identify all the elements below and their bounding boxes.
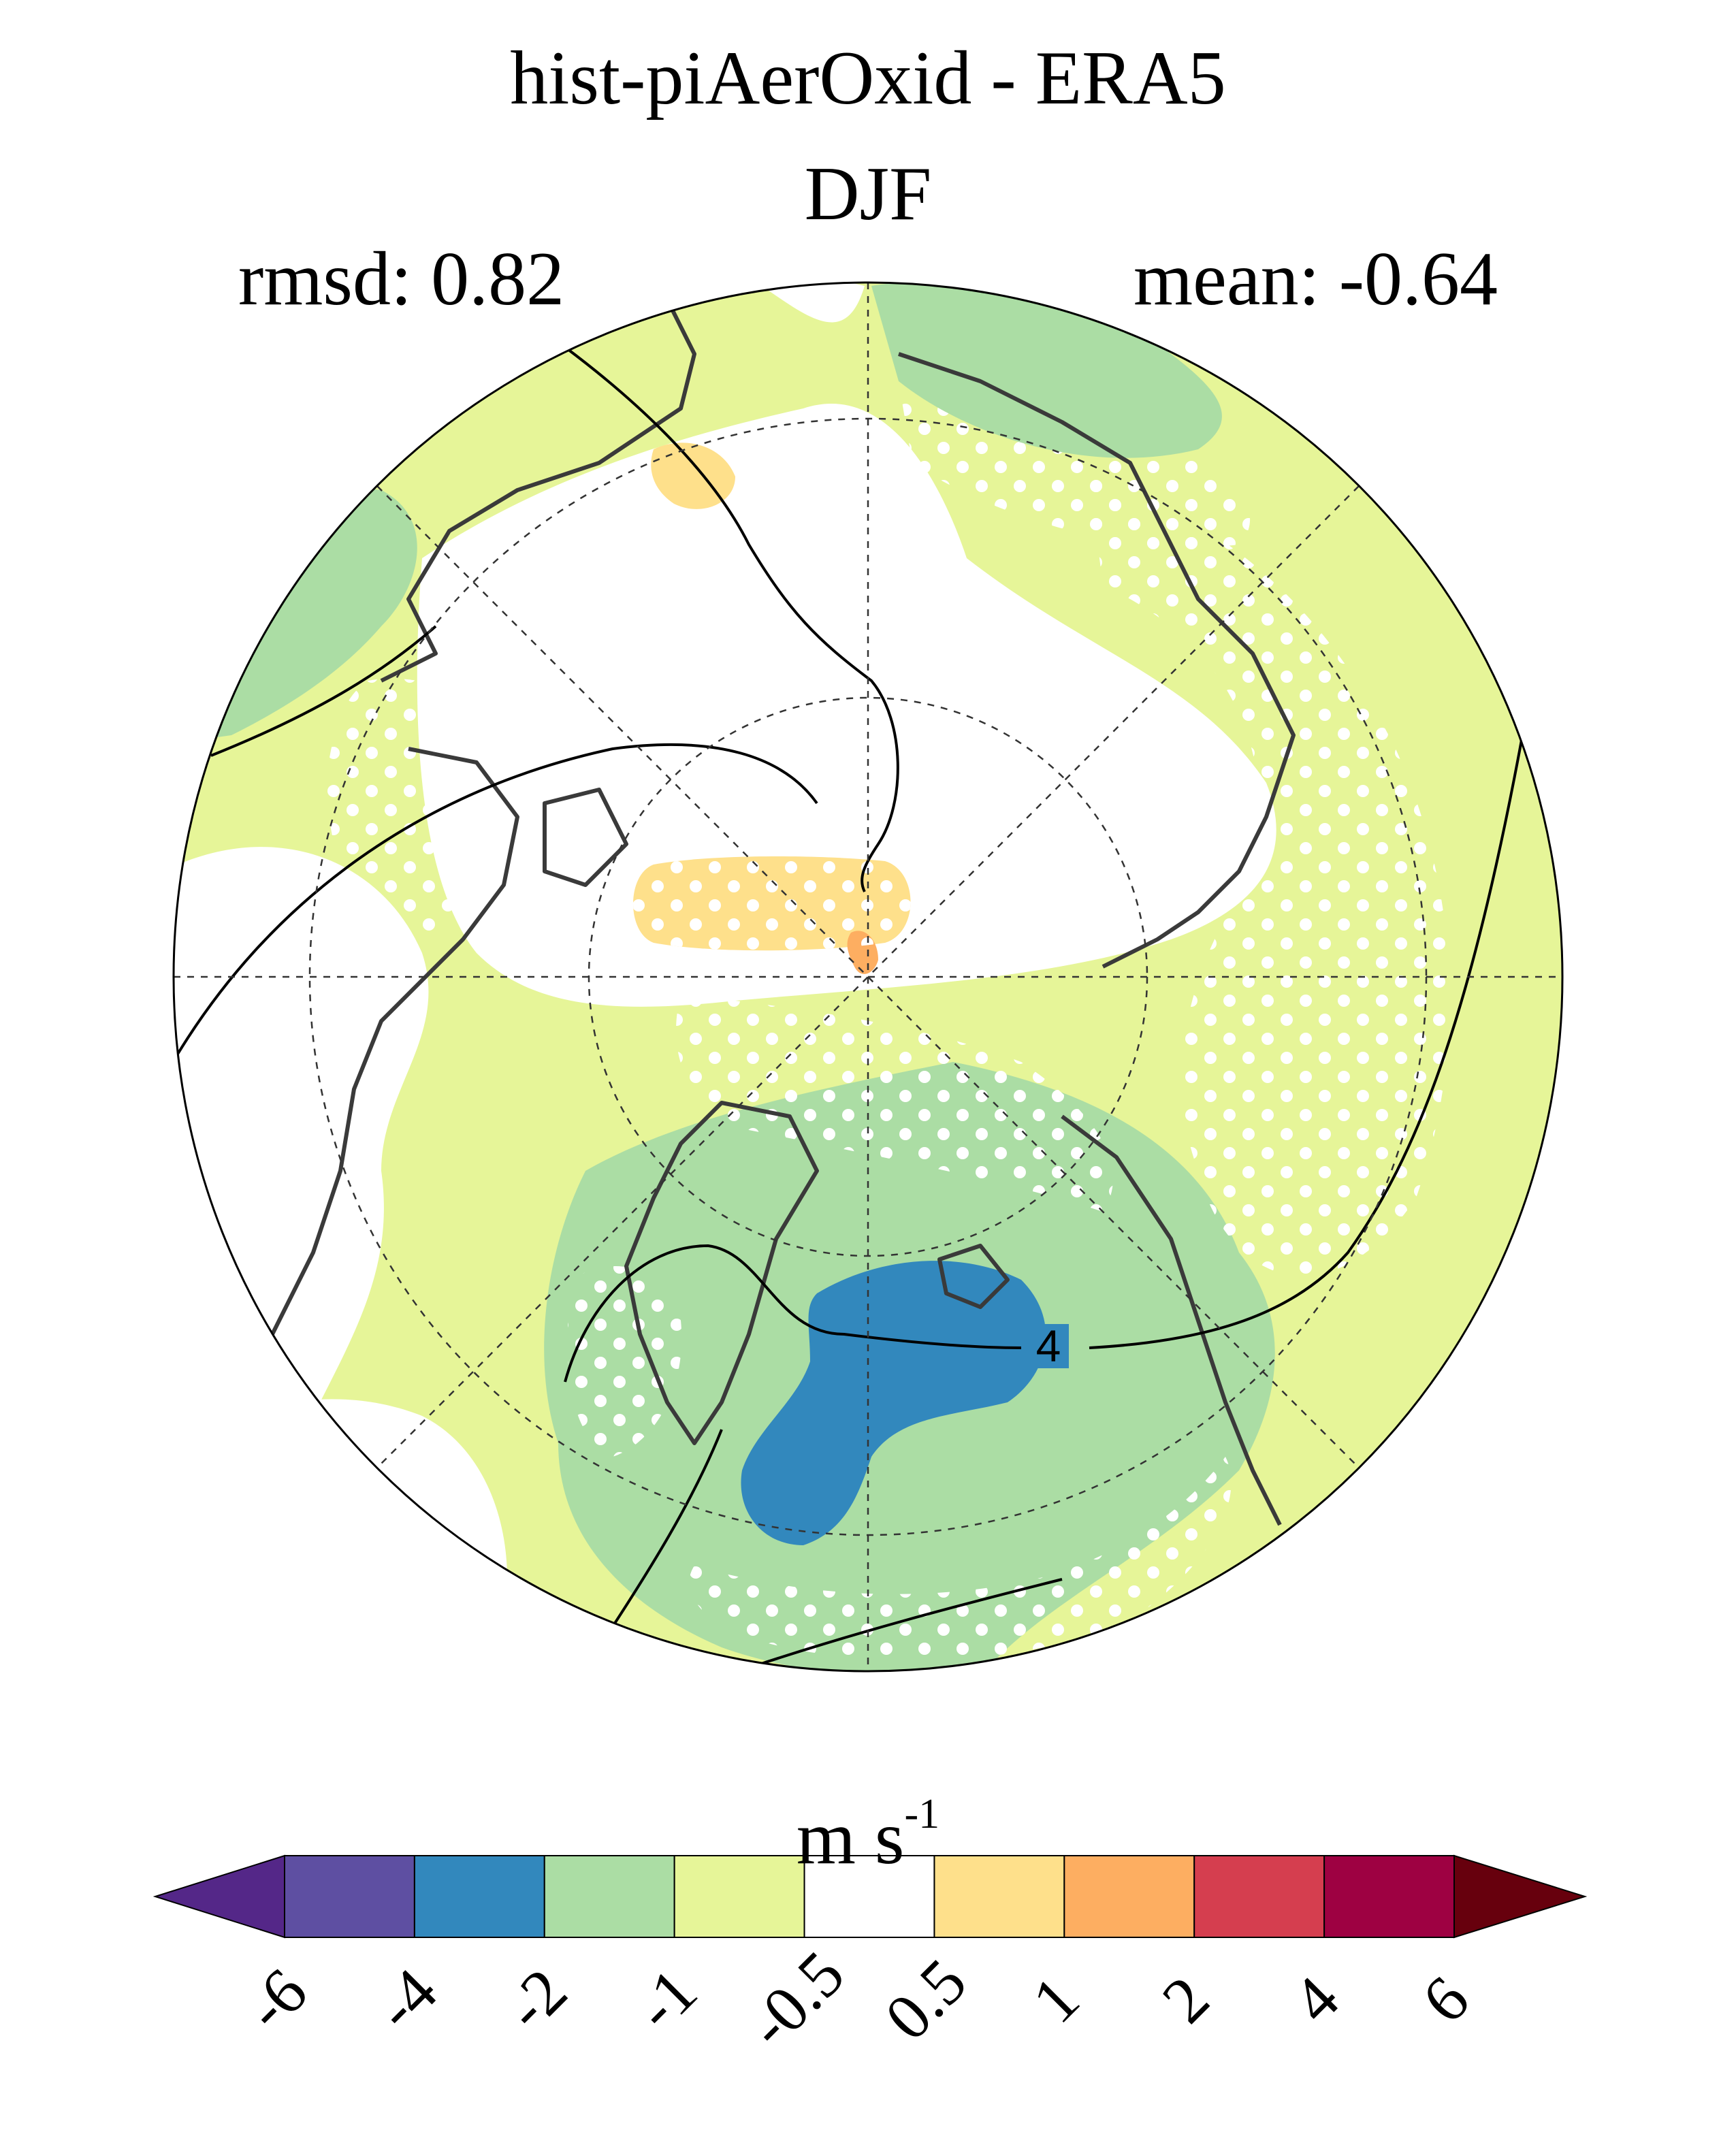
coast-eurasia bbox=[898, 352, 1296, 969]
stipple-pole bbox=[633, 856, 911, 951]
field-yellow-siberia bbox=[651, 442, 735, 509]
colorbar-bin-2 bbox=[543, 1855, 675, 1938]
coast-america bbox=[298, 1496, 451, 1621]
colorbar-bin-4 bbox=[803, 1855, 935, 1938]
contour-southeast bbox=[748, 1578, 1063, 1669]
plot-subtitle: DJF bbox=[804, 152, 932, 236]
field-green-asia bbox=[871, 283, 1222, 458]
map-boundary bbox=[172, 281, 1564, 1673]
colorbar-tick-label: -2 bbox=[491, 1954, 581, 2044]
contour-label-bg bbox=[1028, 1324, 1069, 1368]
colorbar-tick-label: 6 bbox=[1408, 1962, 1483, 2037]
colorbar-tick-label: 2 bbox=[1148, 1962, 1223, 2037]
rmsd-label: rmsd: 0.82 bbox=[238, 237, 565, 321]
field-white-northwest bbox=[742, 283, 865, 323]
graticule bbox=[174, 283, 1562, 1671]
contour-arc-north bbox=[564, 346, 899, 892]
mean-label: mean: -0.64 bbox=[1134, 237, 1498, 321]
coast-europe bbox=[1061, 1114, 1282, 1526]
stipple-europe bbox=[676, 994, 1113, 1212]
colorbar-bin-5 bbox=[933, 1855, 1065, 1938]
contour-arc-west bbox=[176, 743, 818, 1056]
colorbar-tick-label: -1 bbox=[621, 1954, 711, 2044]
field-white-arctic bbox=[417, 404, 1276, 1007]
stipple-canada bbox=[327, 678, 517, 939]
colorbar: -6 -4 -2 -1 -0.5 0.5 1 2 4 6 bbox=[152, 1854, 1588, 2062]
colorbar-tick-label: 1 bbox=[1018, 1962, 1093, 2037]
coast-svalbard bbox=[937, 1244, 1010, 1309]
colorbar-bin-6 bbox=[1063, 1855, 1195, 1938]
plot-title: hist-piAerOxid - ERA5 bbox=[510, 36, 1226, 120]
colorbar-extend-high bbox=[1453, 1854, 1588, 1939]
stipple-asia bbox=[899, 381, 1251, 547]
colorbar-tick-label: -6 bbox=[231, 1954, 321, 2044]
colorbar-tick-label: 0.5 bbox=[871, 1945, 980, 2054]
colorbar-tick-label: -0.5 bbox=[733, 1937, 858, 2061]
contour-label: 4 bbox=[1036, 1321, 1061, 1371]
contour-four bbox=[564, 1244, 1022, 1383]
coast-canada bbox=[270, 747, 519, 1336]
units-exponent: -1 bbox=[904, 1791, 940, 1837]
coast-greenland bbox=[624, 1101, 819, 1445]
contour-arc-east bbox=[1089, 721, 1526, 1349]
colorbar-bin-8 bbox=[1323, 1855, 1455, 1938]
colorbar-bin-3 bbox=[673, 1855, 805, 1938]
colorbar-bin-0 bbox=[284, 1855, 415, 1938]
colorbar-tick-label: 4 bbox=[1278, 1962, 1353, 2037]
field-blue-core bbox=[741, 1261, 1046, 1545]
colorbar-bin-7 bbox=[1193, 1855, 1325, 1938]
contour-arc-west2 bbox=[210, 625, 437, 757]
stipple-east bbox=[1089, 477, 1450, 1276]
colorbar-bin-1 bbox=[413, 1855, 545, 1938]
units-base: m s bbox=[796, 1796, 905, 1880]
colorbar-tick-label: -4 bbox=[361, 1954, 451, 2044]
units-label: m s-1 bbox=[0, 1770, 1736, 1882]
coast-islands bbox=[543, 788, 628, 887]
stipple-south bbox=[689, 1457, 1232, 1661]
